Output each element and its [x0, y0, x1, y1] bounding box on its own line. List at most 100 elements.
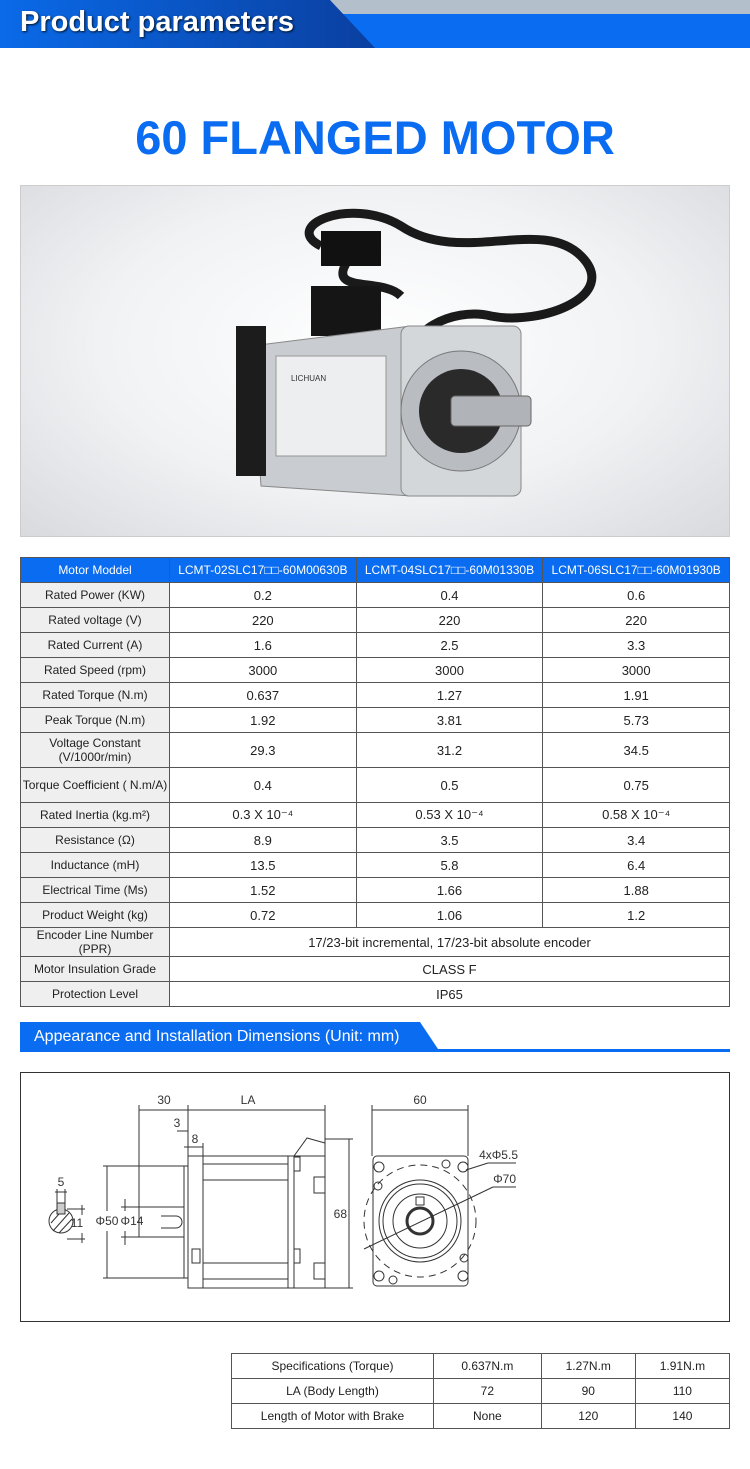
- table-row: Resistance (Ω) 8.9 3.5 3.4: [20, 827, 730, 853]
- table-row: Electrical Time (Ms) 1.52 1.66 1.88: [20, 877, 730, 903]
- table-cell: 3000: [355, 657, 544, 683]
- table-row: Peak Torque (N.m) 1.92 3.81 5.73: [20, 707, 730, 733]
- header-title: Product parameters: [20, 6, 294, 38]
- table-row: Product Weight (kg) 0.72 1.06 1.2: [20, 902, 730, 928]
- dimensions-section-banner: Appearance and Installation Dimensions (…: [20, 1022, 730, 1052]
- dimension-drawing: 30 LA 60 3 8 5 11 Φ50 Φ14 68 4xΦ5.5 Φ70: [20, 1072, 730, 1322]
- row-label: Rated Inertia (kg.m²): [20, 802, 170, 828]
- header-cell: Specifications (Torque): [231, 1353, 434, 1379]
- table-cell: None: [433, 1403, 542, 1429]
- spec-table: Motor Moddel LCMT-02SLC17□□-60M00630B LC…: [20, 557, 730, 1007]
- table-cell: 1.91: [542, 682, 730, 708]
- brand-label: LICHUAN: [291, 374, 326, 383]
- table-cell: 220: [542, 607, 730, 633]
- row-label: Rated Power (KW): [20, 582, 170, 608]
- table-cell: 13.5: [169, 852, 357, 878]
- table-cell: 140: [634, 1403, 731, 1429]
- row-label: Rated Torque (N.m): [20, 682, 170, 708]
- table-cell: 3.3: [542, 632, 730, 658]
- table-cell: 220: [169, 607, 357, 633]
- row-label: Torque Coefficient ( N.m/A): [20, 767, 170, 803]
- dim-8: 8: [192, 1132, 199, 1146]
- row-label: Length of Motor with Brake: [231, 1403, 434, 1429]
- table-cell: 1.2: [542, 902, 730, 928]
- section-title: Appearance and Installation Dimensions (…: [34, 1028, 400, 1045]
- table-row: Length of Motor with Brake None 120 140: [231, 1403, 731, 1429]
- header-banner: Product parameters: [0, 0, 750, 48]
- header-cell: Motor Moddel: [20, 557, 170, 583]
- table-row: LA (Body Length) 72 90 110: [231, 1378, 731, 1404]
- table-cell: 72: [433, 1378, 542, 1404]
- dim-11: 11: [71, 1216, 84, 1230]
- row-label: Peak Torque (N.m): [20, 707, 170, 733]
- table-cell: 0.3 X 10⁻⁴: [169, 802, 357, 828]
- table-header-row: Specifications (Torque) 0.637N.m 1.27N.m…: [231, 1353, 731, 1379]
- table-cell: 0.4: [169, 767, 357, 803]
- motor-front-view: [363, 1155, 516, 1287]
- table-row: Inductance (mH) 13.5 5.8 6.4: [20, 852, 730, 878]
- motor-photo: LICHUAN: [20, 185, 730, 537]
- dim-5: 5: [58, 1175, 65, 1189]
- table-cell: 0.58 X 10⁻⁴: [542, 802, 730, 828]
- header-cell: 1.91N.m: [634, 1353, 731, 1379]
- header-accent: [330, 0, 750, 14]
- shaft-key-section: [48, 1202, 74, 1234]
- table-cell: 1.66: [355, 877, 544, 903]
- row-label: Rated Speed (rpm): [20, 657, 170, 683]
- table-cell: 17/23-bit incremental, 17/23-bit absolut…: [169, 927, 730, 957]
- header-cell: LCMT-02SLC17□□-60M00630B: [169, 557, 357, 583]
- row-label: Rated voltage (V): [20, 607, 170, 633]
- row-label: Inductance (mH): [20, 852, 170, 878]
- table-row: Protection Level IP65: [20, 981, 730, 1007]
- row-label: Voltage Constant (V/1000r/min): [20, 732, 170, 768]
- table-cell: 8.9: [169, 827, 357, 853]
- header-cell: LCMT-06SLC17□□-60M01930B: [542, 557, 730, 583]
- row-label: Motor Insulation Grade: [20, 956, 170, 982]
- table-cell: CLASS F: [169, 956, 730, 982]
- dim-phi50: Φ50: [96, 1214, 119, 1228]
- dim-la: LA: [241, 1093, 256, 1107]
- dim-68: 68: [334, 1207, 348, 1221]
- row-label: Resistance (Ω): [20, 827, 170, 853]
- table-row: Rated Torque (N.m) 0.637 1.27 1.91: [20, 682, 730, 708]
- dimensions-table: Specifications (Torque) 0.637N.m 1.27N.m…: [231, 1353, 731, 1429]
- table-cell: 3.5: [355, 827, 544, 853]
- section-title-bg: [20, 1022, 440, 1052]
- table-row: Rated Speed (rpm) 3000 3000 3000: [20, 657, 730, 683]
- row-label: Electrical Time (Ms): [20, 877, 170, 903]
- table-row: Rated Current (A) 1.6 2.5 3.3: [20, 632, 730, 658]
- connector: [321, 231, 381, 266]
- table-cell: 1.88: [542, 877, 730, 903]
- header-title-bg: [0, 0, 375, 48]
- header-cell: 1.27N.m: [540, 1353, 636, 1379]
- header-cell: 0.637N.m: [433, 1353, 542, 1379]
- table-header-row: Motor Moddel LCMT-02SLC17□□-60M00630B LC…: [20, 557, 730, 583]
- table-cell: 1.06: [355, 902, 544, 928]
- table-cell: 3.81: [355, 707, 544, 733]
- table-cell: 2.5: [355, 632, 544, 658]
- table-cell: 3000: [169, 657, 357, 683]
- table-cell: IP65: [169, 981, 730, 1007]
- row-label: Product Weight (kg): [20, 902, 170, 928]
- dim-3: 3: [174, 1116, 181, 1130]
- row-label: LA (Body Length): [231, 1378, 434, 1404]
- table-cell: 120: [540, 1403, 636, 1429]
- table-row: Rated voltage (V) 220 220 220: [20, 607, 730, 633]
- dim-holes: 4xΦ5.5: [479, 1148, 518, 1162]
- table-row: Rated Inertia (kg.m²) 0.3 X 10⁻⁴ 0.53 X 10…: [20, 802, 730, 828]
- table-cell: 220: [355, 607, 544, 633]
- dim-30: 30: [157, 1093, 171, 1107]
- table-cell: 34.5: [542, 732, 730, 768]
- table-cell: 0.2: [169, 582, 357, 608]
- table-cell: 31.2: [355, 732, 544, 768]
- table-cell: 5.8: [355, 852, 544, 878]
- table-cell: 1.92: [169, 707, 357, 733]
- dimension-lines: [55, 1105, 469, 1289]
- table-cell: 1.27: [355, 682, 544, 708]
- table-cell: 5.73: [542, 707, 730, 733]
- table-cell: 0.4: [355, 582, 544, 608]
- row-label: Encoder Line Number (PPR): [20, 927, 170, 957]
- table-row: Motor Insulation Grade CLASS F: [20, 956, 730, 982]
- table-cell: 0.6: [542, 582, 730, 608]
- table-cell: 0.53 X 10⁻⁴: [355, 802, 544, 828]
